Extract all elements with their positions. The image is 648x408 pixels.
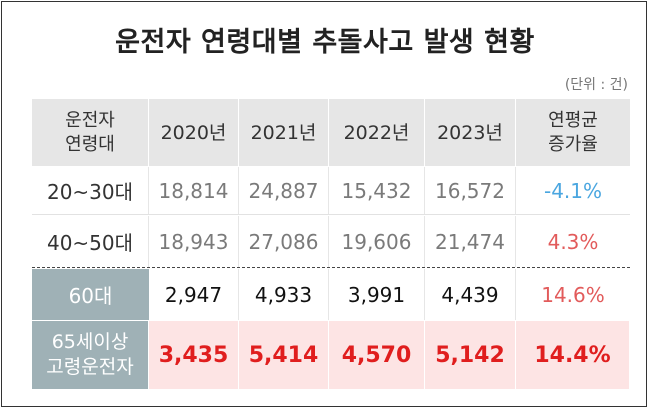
row-label: 40~50대: [32, 216, 149, 267]
header-year-2022: 2022년: [329, 99, 425, 166]
cell-growth: 14.4%: [516, 321, 630, 389]
cell-growth: -4.1%: [543, 178, 603, 203]
header-year-2020: 2020년: [149, 99, 239, 166]
cell-value: 2,947: [149, 269, 239, 320]
cell-value: 24,887: [239, 167, 329, 214]
cell-value: 18,814: [149, 167, 239, 214]
cell-value: 18,943: [149, 216, 239, 267]
cell-value: 5,414: [239, 321, 329, 389]
header-year-2023: 2023년: [425, 99, 516, 166]
header-growth: 연평균 증가율: [516, 99, 630, 166]
header-growth-line1: 연평균: [548, 109, 598, 131]
header-growth-line2: 증가율: [548, 133, 598, 155]
table-row-40-50: 40~50대 18,943 27,086 19,606 21,474 4.3%: [32, 216, 630, 267]
cell-value: 4,933: [239, 269, 329, 320]
cell-growth: 14.6%: [541, 282, 605, 307]
header-year-2021: 2021년: [239, 99, 329, 166]
cell-growth: 4.3%: [547, 229, 599, 254]
header-age-group-line1: 운전자: [65, 109, 115, 131]
table-header-row: 운전자 연령대 2020년 2021년 2022년 2023년 연평균 증가율: [32, 99, 630, 166]
row-label: 20~30대: [32, 167, 149, 214]
page-title: 운전자 연령대별 추돌사고 발생 현황: [115, 27, 535, 58]
row-label-line1: 65세이상: [51, 331, 129, 353]
row-label: 65세이상 고령운전자: [32, 321, 149, 389]
header-age-group-line2: 연령대: [65, 133, 115, 155]
dashed-divider: [32, 267, 630, 268]
table-row-20-30: 20~30대 18,814 24,887 15,432 16,572 -4.1%: [32, 167, 630, 215]
cell-value: 15,432: [329, 167, 425, 214]
header-age-group: 운전자 연령대: [32, 99, 149, 166]
row-label: 60대: [32, 269, 149, 320]
cell-value: 5,142: [425, 321, 516, 389]
cell-value: 19,606: [329, 216, 425, 267]
cell-value: 3,991: [329, 269, 425, 320]
row-label-line2: 고령운전자: [46, 356, 134, 378]
cell-value: 27,086: [239, 216, 329, 267]
cell-value: 3,435: [149, 321, 239, 389]
unit-label: (단위 : 건): [564, 77, 628, 93]
table-row-60: 60대 2,947 4,933 3,991 4,439 14.6%: [32, 269, 630, 320]
table-row-65-plus: 65세이상 고령운전자 3,435 5,414 4,570 5,142 14.4…: [32, 321, 630, 389]
accident-table: 운전자 연령대 2020년 2021년 2022년 2023년 연평균 증가율 …: [32, 99, 630, 389]
cell-value: 21,474: [425, 216, 516, 267]
cell-value: 4,570: [329, 321, 425, 389]
cell-value: 4,439: [425, 269, 516, 320]
cell-value: 16,572: [425, 167, 516, 214]
